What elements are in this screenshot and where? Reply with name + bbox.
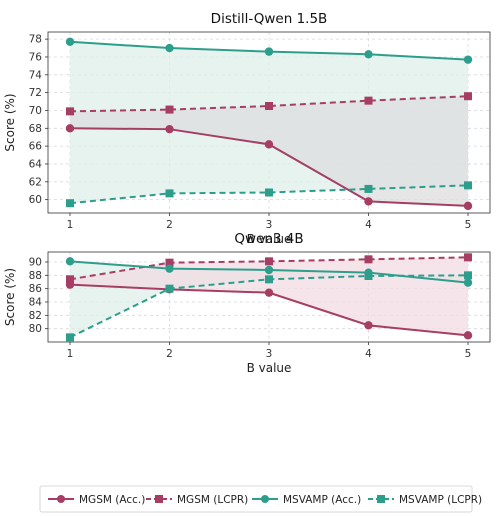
data-point: [165, 105, 174, 114]
series-line-3: [69, 184, 469, 205]
x-tick-label: 4: [365, 219, 372, 231]
x-tick-label: 3: [266, 219, 273, 231]
x-tick-label: 5: [465, 219, 472, 231]
mgsm-band: [70, 96, 468, 206]
y-tick-label: 74: [29, 69, 43, 81]
data-point: [463, 201, 473, 211]
y-axis-label: Score (%): [3, 93, 17, 151]
chart-title: Distill-Qwen 1.5B: [211, 11, 328, 27]
data-point: [165, 124, 174, 134]
data-point: [463, 55, 473, 64]
chart-distill-qwen: 60 62 64 66 68 70 72 74 76 78 1 2 3 4 5 B value Score (%…: [3, 11, 491, 246]
series-line-1: [69, 95, 469, 113]
y-tick-label: 62: [29, 176, 42, 188]
data-point: [66, 275, 74, 284]
legend-label-3: MSVAMP (LCPR): [399, 494, 482, 506]
y-tick-label: 68: [29, 123, 42, 135]
y-tick-label: 78: [29, 34, 42, 46]
legend-marker-2: [261, 495, 269, 503]
data-point: [364, 96, 373, 105]
data-point: [265, 188, 273, 197]
data-point: [66, 199, 74, 208]
x-tick-label: 1: [67, 219, 74, 231]
y-tick-label: 80: [29, 323, 42, 335]
data-point: [364, 50, 373, 59]
x-tick-label: 4: [365, 348, 372, 360]
x-tick-label: 3: [266, 348, 273, 360]
data-point: [165, 43, 174, 53]
x-tick-label: 1: [67, 348, 74, 360]
data-point: [65, 257, 75, 266]
y-tick-label: 76: [29, 51, 43, 63]
y-tick-label: 64: [29, 158, 43, 170]
legend: MGSM (Acc.) MGSM (LCPR) MSVAMP (Acc.) MSVAM…: [39, 485, 482, 513]
x-tick-label: 2: [166, 348, 173, 360]
data-point: [463, 331, 473, 340]
data-point: [264, 288, 274, 297]
data-point: [165, 189, 174, 198]
data-point: [264, 265, 274, 275]
y-tick-label: 84: [29, 297, 43, 309]
data-point: [165, 284, 174, 293]
y-tick-label: 70: [29, 105, 42, 117]
data-point: [265, 102, 273, 111]
x-tick-label: 2: [166, 219, 173, 231]
legend-label-2: MSVAMP (Acc.): [283, 494, 361, 506]
data-point: [364, 197, 373, 206]
y-axis-label: Score (%): [3, 268, 17, 326]
y-tick-label: 66: [29, 141, 43, 153]
y-tick-label: 86: [29, 283, 43, 295]
data-point: [264, 47, 274, 56]
data-point: [66, 333, 74, 342]
legend-label-1: MGSM (LCPR): [177, 494, 248, 506]
x-tick-label: 5: [465, 348, 472, 360]
x-axis-label: B value: [247, 232, 292, 246]
x-axis-label: B value: [247, 361, 292, 375]
y-tick-label: 72: [29, 87, 42, 99]
data-point: [66, 107, 74, 116]
data-point: [464, 253, 472, 262]
data-point: [65, 124, 75, 133]
data-point: [364, 184, 373, 193]
legend-marker-1: [155, 495, 163, 503]
data-point: [364, 272, 373, 280]
data-point: [65, 37, 75, 47]
data-point: [264, 140, 274, 149]
legend-label-0: MGSM (Acc.): [79, 494, 145, 506]
y-tick-label: 88: [29, 270, 42, 282]
data-point: [265, 275, 273, 284]
y-tick-label: 82: [29, 310, 42, 322]
data-point: [464, 271, 472, 280]
legend-marker-3: [377, 495, 385, 503]
data-point: [364, 255, 373, 264]
y-tick-label: 60: [29, 194, 42, 206]
chart-title: Qwen3 4B: [234, 231, 303, 247]
data-point: [364, 321, 373, 330]
data-point: [165, 264, 174, 273]
data-point: [463, 278, 473, 287]
data-point: [265, 257, 273, 266]
legend-marker-0: [57, 495, 65, 503]
data-point: [464, 92, 472, 101]
data-point: [165, 258, 174, 267]
data-point: [464, 181, 472, 190]
y-tick-label: 90: [29, 257, 42, 269]
